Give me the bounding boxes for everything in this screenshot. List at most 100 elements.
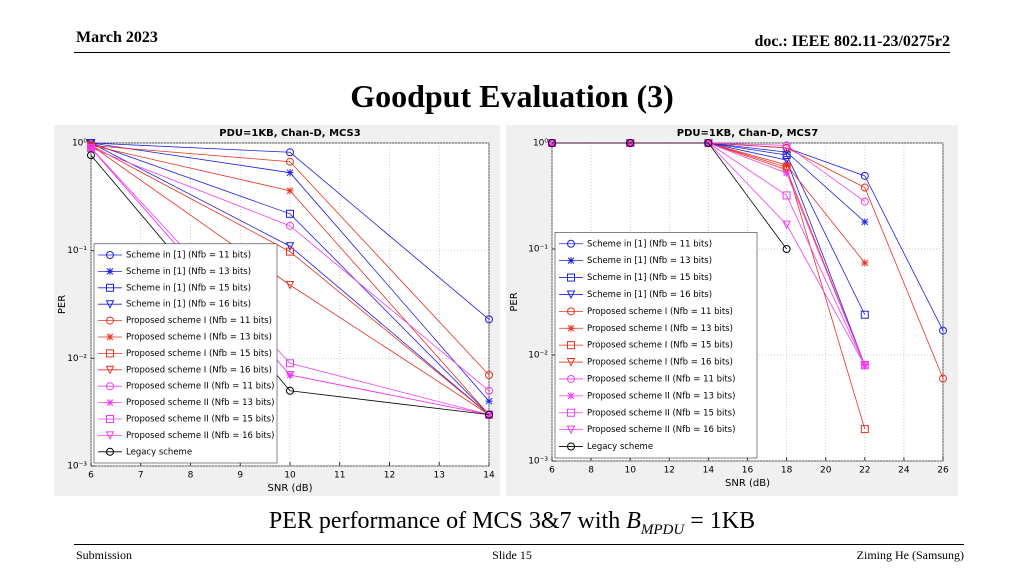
legend-box [93, 243, 278, 464]
point [548, 139, 556, 147]
point [106, 316, 114, 325]
legend-label: Legacy scheme [587, 442, 653, 452]
y-axis-label: PER [57, 295, 68, 314]
point [860, 361, 870, 370]
point [567, 324, 575, 332]
x-tick-label: 13 [434, 471, 445, 481]
legend-label: Scheme in [1] (Nfb = 11 bits) [126, 251, 251, 261]
point [86, 141, 96, 151]
legend-label: Proposed scheme I (Nfb = 13 bits) [587, 324, 733, 334]
x-tick-label: 10 [624, 466, 636, 476]
legend-label: Legacy scheme [126, 447, 192, 457]
point [782, 165, 791, 175]
x-tick-label: 22 [859, 466, 870, 476]
point [106, 349, 114, 358]
legend-label: Proposed scheme I (Nfb = 15 bits) [587, 341, 733, 351]
y-axis-label: PER [509, 292, 520, 311]
series-line [90, 142, 490, 415]
point [106, 415, 114, 423]
series-line [90, 145, 490, 415]
point [567, 257, 575, 265]
point [782, 141, 791, 150]
caption-text: PER performance of MCS 3&7 with [268, 508, 627, 534]
series-line [90, 144, 490, 376]
x-tick-label: 12 [384, 471, 395, 481]
point [567, 341, 575, 350]
point [485, 371, 493, 380]
point [485, 386, 493, 395]
point [286, 187, 294, 195]
legend-label: Proposed scheme I (Nfb = 11 bits) [126, 316, 272, 326]
point [861, 259, 869, 267]
x-tick-label: 14 [703, 466, 715, 476]
x-tick-label: 16 [742, 466, 754, 476]
footer-right: Ziming He (Samsung) [856, 548, 964, 562]
header-rule [74, 52, 950, 53]
legend-label: Proposed scheme I (Nfb = 16 bits) [587, 358, 733, 368]
x-axis-label: SNR (dB) [268, 483, 313, 494]
legend-label: Scheme in [1] (Nfb = 15 bits) [587, 273, 712, 283]
point [106, 333, 114, 341]
point [106, 251, 114, 259]
point [106, 267, 114, 275]
slide-title: Goodput Evaluation (3) [350, 78, 674, 114]
point [939, 374, 947, 383]
point [566, 358, 576, 367]
point [286, 169, 294, 177]
x-tick-label: 8 [188, 471, 194, 481]
x-tick-label: 20 [820, 466, 832, 476]
point [782, 245, 791, 253]
legend-box [554, 232, 758, 459]
point [286, 247, 294, 256]
y-tick-label: 10⁻¹ [528, 245, 548, 255]
point [626, 139, 635, 147]
point [860, 171, 869, 180]
point [566, 425, 576, 435]
legend-label: Scheme in [1] (Nfb = 16 bits) [587, 290, 712, 300]
point [285, 242, 295, 251]
point [485, 410, 493, 419]
chart-title: PDU=1KB, Chan-D, MCS7 [677, 128, 818, 139]
point [86, 143, 96, 153]
point [567, 408, 575, 417]
x-tick-label: 18 [781, 466, 793, 476]
footer-left: Submission [76, 548, 133, 562]
point [286, 148, 294, 157]
point [106, 399, 114, 407]
point [567, 392, 575, 400]
series-line [90, 147, 490, 416]
point [860, 425, 869, 434]
caption-sub: MPDU [640, 521, 685, 538]
x-tick-label: 14 [483, 471, 495, 481]
series [548, 139, 791, 253]
series-line [90, 142, 490, 415]
y-tick-label: 10⁰ [533, 139, 548, 149]
series [87, 151, 493, 419]
point [105, 431, 115, 441]
point [485, 411, 493, 419]
point [485, 315, 493, 324]
legend-label: Scheme in [1] (Nfb = 11 bits) [587, 239, 712, 249]
caption: PER performance of MCS 3&7 with BMPDU = … [0, 508, 1024, 539]
point [567, 273, 575, 282]
legend-label: Proposed scheme II (Nfb = 15 bits) [126, 415, 274, 425]
point [286, 386, 294, 395]
x-tick-label: 26 [937, 466, 949, 476]
point [782, 156, 791, 165]
y-tick-label: 10⁻² [67, 354, 87, 364]
point [105, 365, 115, 375]
series-line [90, 145, 490, 415]
point [782, 191, 791, 200]
x-tick-label: 8 [588, 466, 594, 476]
point [485, 397, 493, 405]
point [106, 447, 114, 456]
point [106, 382, 114, 391]
x-tick-label: 7 [138, 471, 144, 481]
point [567, 239, 575, 248]
footer-rule [74, 544, 964, 545]
legend-label: Proposed scheme II (Nfb = 11 bits) [587, 374, 735, 384]
point [567, 374, 575, 383]
chart-title: PDU=1KB, Chan-D, MCS3 [219, 128, 360, 139]
legend-label: Proposed scheme I (Nfb = 13 bits) [126, 333, 272, 343]
